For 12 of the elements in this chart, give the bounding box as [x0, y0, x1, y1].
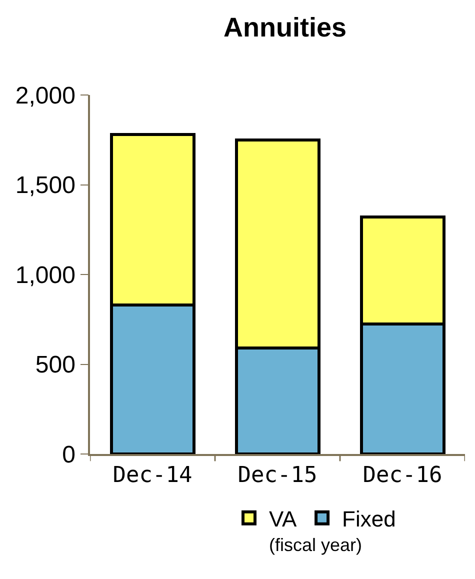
- y-tick-label: 1,000: [15, 262, 76, 289]
- y-tick-label: 2,000: [15, 82, 76, 110]
- legend-label: VA: [269, 506, 298, 532]
- y-tick-label: 500: [35, 352, 76, 379]
- x-tick-label: Dec-16: [362, 463, 442, 488]
- y-tick-label: 1,500: [15, 172, 76, 200]
- legend-label: Fixed: [342, 506, 396, 532]
- x-tick-label: Dec-15: [238, 463, 318, 488]
- y-tick-label: 0: [62, 441, 76, 468]
- x-tick-label: Dec-14: [112, 463, 192, 488]
- x-axis-title: (fiscal year): [269, 535, 362, 555]
- chart-title: Annuities: [223, 12, 347, 42]
